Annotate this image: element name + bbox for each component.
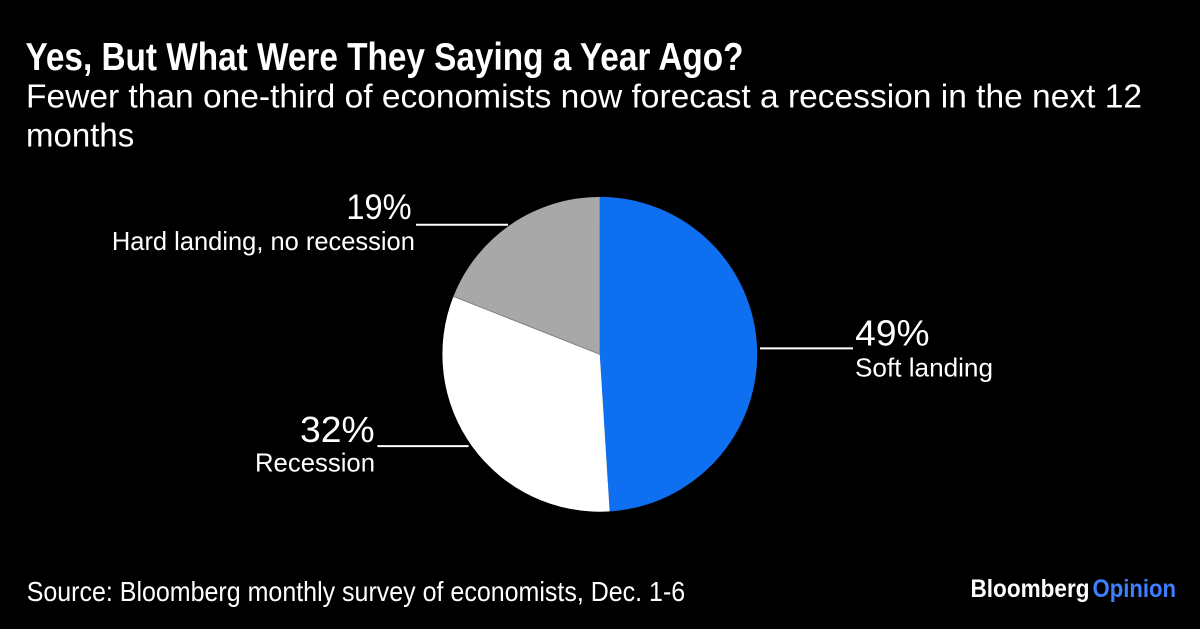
svg-text:Yes, But What Were They Saying: Yes, But What Were They Saying a Year Ag… <box>26 36 744 79</box>
svg-text:49%: 49% <box>855 312 929 353</box>
svg-text:Hard landing, no recession: Hard landing, no recession <box>112 226 415 256</box>
svg-text:32%: 32% <box>300 409 375 450</box>
svg-text:Recession: Recession <box>255 448 375 478</box>
svg-text:Fewer than one-third of econom: Fewer than one-third of economists now f… <box>26 78 1142 115</box>
svg-text:19%: 19% <box>346 188 411 227</box>
svg-text:Source: Bloomberg monthly surv: Source: Bloomberg monthly survey of econ… <box>27 576 686 607</box>
svg-text:Bloomberg: Bloomberg <box>971 575 1090 603</box>
svg-text:months: months <box>26 117 134 154</box>
svg-text:Soft landing: Soft landing <box>855 352 993 382</box>
svg-text:Opinion: Opinion <box>1093 575 1177 603</box>
